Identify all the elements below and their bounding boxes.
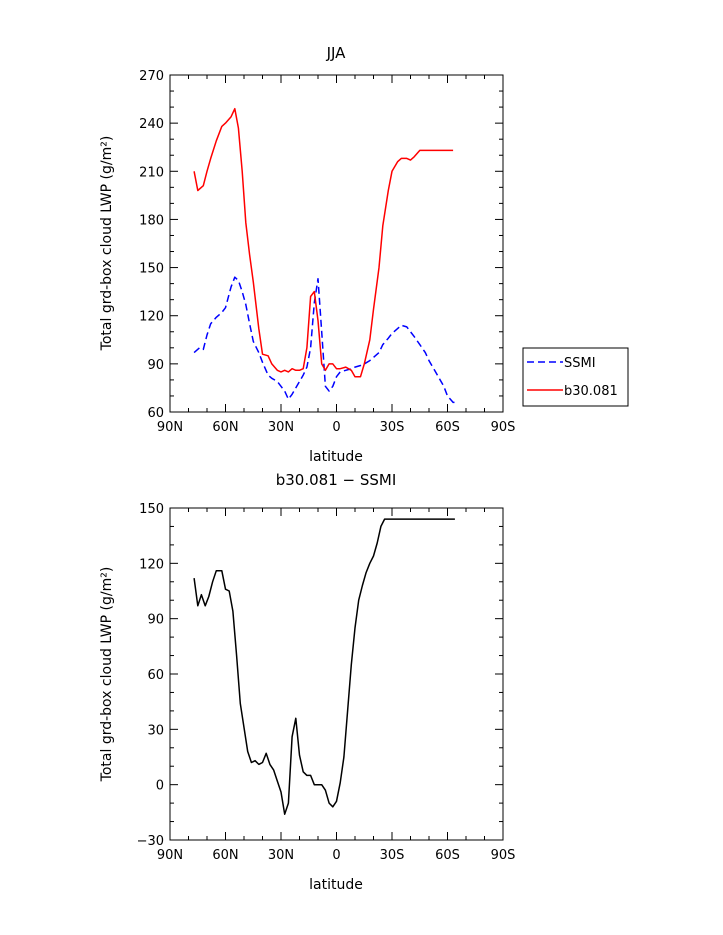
x-tick-label: 30S xyxy=(380,848,405,863)
series-bottom xyxy=(193,518,455,815)
x-tick-label: 90N xyxy=(157,848,183,863)
y-tick-label: 270 xyxy=(139,69,164,84)
chart-title-top: JJA xyxy=(326,44,347,62)
y-tick-label: 60 xyxy=(147,406,164,421)
y-tick-label: 120 xyxy=(139,310,164,325)
x-tick-label: 30N xyxy=(268,420,294,435)
x-axis-title-bottom: latitude xyxy=(309,877,363,893)
x-tick-label: 90S xyxy=(491,848,516,863)
plot-frame xyxy=(169,74,504,413)
chart-panel-bottom: b30.081 − SSMI 90N 60N 30N 0 30S 60S 90S −30 0 30… xyxy=(99,471,515,893)
legend-label: SSMI xyxy=(564,356,596,371)
legend-box xyxy=(522,347,629,407)
x-tick-label: 90S xyxy=(491,420,516,435)
x-tick-label: 60S xyxy=(435,420,460,435)
x-tick-label: 30N xyxy=(268,848,294,863)
y-tick-label: 30 xyxy=(147,723,164,738)
y-tick-label: 120 xyxy=(139,557,164,572)
x-tick-label: 0 xyxy=(332,848,340,863)
x-tick-label: 0 xyxy=(332,420,340,435)
series-top xyxy=(193,107,457,404)
x-tick-label: 90N xyxy=(157,420,183,435)
axes-top: 90N 60N 30N 0 30S 60S 90S 60 90 120 150 180 210 240 27… xyxy=(139,69,515,435)
x-tick-label: 60S xyxy=(435,848,460,863)
y-tick-label: 90 xyxy=(147,613,164,628)
series-line-difference xyxy=(193,518,455,815)
x-tick-label: 60N xyxy=(212,848,238,863)
y-tick-label: 0 xyxy=(156,779,164,794)
y-tick-label: 90 xyxy=(147,358,164,373)
axes-bottom: 90N 60N 30N 0 30S 60S 90S −30 0 30 60 90 120 150 xyxy=(137,502,516,863)
plot-frame xyxy=(169,507,504,841)
legend-label: b30.081 xyxy=(564,384,618,399)
series-line-ssmi xyxy=(193,276,457,404)
x-tick-label: 30S xyxy=(380,420,405,435)
y-axis-title-top: Total grd-box cloud LWP (g/m²) xyxy=(99,136,115,352)
y-tick-label: 60 xyxy=(147,668,164,683)
y-tick-label: 150 xyxy=(139,262,164,277)
chart-title-bottom: b30.081 − SSMI xyxy=(276,471,397,489)
legend: SSMI b30.081 xyxy=(522,347,629,407)
y-tick-label: −30 xyxy=(137,834,164,849)
y-tick-label: 240 xyxy=(139,117,164,132)
x-tick-label: 60N xyxy=(212,420,238,435)
chart-panel-top: JJA 90N 60N 30N 0 30S 60S 90S 60 90 120 150 180 210 2… xyxy=(99,44,629,465)
y-axis-title-bottom: Total grd-box cloud LWP (g/m²) xyxy=(99,567,115,783)
series-line-b30-081 xyxy=(193,107,454,378)
x-axis-title-top: latitude xyxy=(309,449,363,465)
y-tick-label: 210 xyxy=(139,165,164,180)
y-tick-label: 180 xyxy=(139,213,164,228)
y-tick-label: 150 xyxy=(139,502,164,517)
